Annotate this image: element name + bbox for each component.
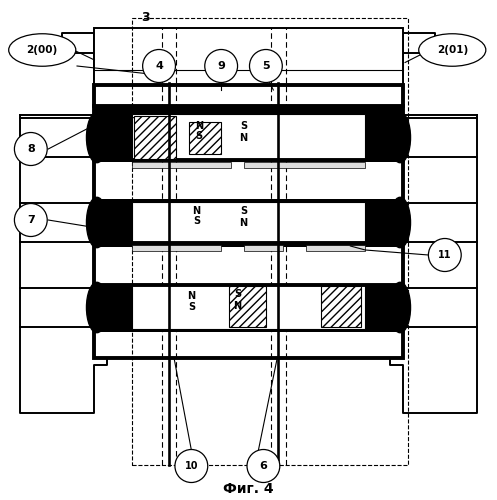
Ellipse shape: [390, 198, 411, 248]
Bar: [94, 114, 403, 162]
Text: S: S: [240, 206, 247, 216]
Bar: [132, 202, 365, 244]
Ellipse shape: [86, 282, 107, 333]
Circle shape: [175, 450, 208, 482]
Bar: [189, 122, 221, 154]
Bar: [132, 244, 221, 250]
Bar: [132, 162, 231, 168]
Text: S: S: [195, 131, 202, 141]
Text: N: N: [240, 133, 248, 143]
Bar: [94, 28, 403, 106]
Text: S: S: [234, 289, 241, 299]
Bar: [244, 162, 365, 168]
Text: S: S: [188, 302, 195, 312]
Circle shape: [205, 50, 238, 82]
Bar: [132, 114, 365, 161]
Bar: [94, 85, 403, 357]
Ellipse shape: [9, 34, 76, 66]
Bar: [94, 198, 403, 246]
Bar: [134, 116, 176, 159]
Text: 5: 5: [262, 61, 270, 71]
Text: 2(01): 2(01): [437, 45, 468, 55]
Text: 2(00): 2(00): [27, 45, 58, 55]
Bar: [94, 106, 403, 114]
Polygon shape: [390, 32, 477, 412]
Text: Фиг. 4: Фиг. 4: [223, 482, 274, 496]
Ellipse shape: [419, 34, 486, 66]
Text: N: N: [192, 206, 200, 216]
Circle shape: [14, 132, 47, 166]
Bar: [306, 244, 365, 250]
Text: 10: 10: [184, 461, 198, 471]
Text: N: N: [234, 301, 242, 311]
Text: 3: 3: [142, 11, 150, 24]
Bar: [321, 286, 361, 327]
Text: 9: 9: [217, 61, 225, 71]
Text: 7: 7: [27, 215, 35, 225]
Bar: [229, 286, 266, 327]
Ellipse shape: [86, 112, 107, 162]
Text: 6: 6: [259, 461, 267, 471]
Bar: [244, 244, 283, 250]
Bar: [132, 18, 408, 465]
Text: N: N: [240, 218, 248, 228]
Ellipse shape: [390, 112, 411, 162]
Text: S: S: [240, 121, 247, 131]
Text: S: S: [193, 216, 200, 226]
Polygon shape: [20, 32, 107, 412]
Text: N: N: [195, 121, 203, 131]
Circle shape: [247, 450, 280, 482]
Circle shape: [428, 238, 461, 272]
Ellipse shape: [86, 198, 107, 248]
Ellipse shape: [390, 282, 411, 333]
Bar: [94, 284, 403, 332]
Text: 11: 11: [438, 250, 452, 260]
Text: 4: 4: [155, 61, 163, 71]
Circle shape: [143, 50, 175, 82]
Bar: [132, 284, 365, 329]
Text: N: N: [187, 291, 195, 301]
Text: 8: 8: [27, 144, 35, 154]
Circle shape: [249, 50, 282, 82]
Circle shape: [14, 204, 47, 236]
